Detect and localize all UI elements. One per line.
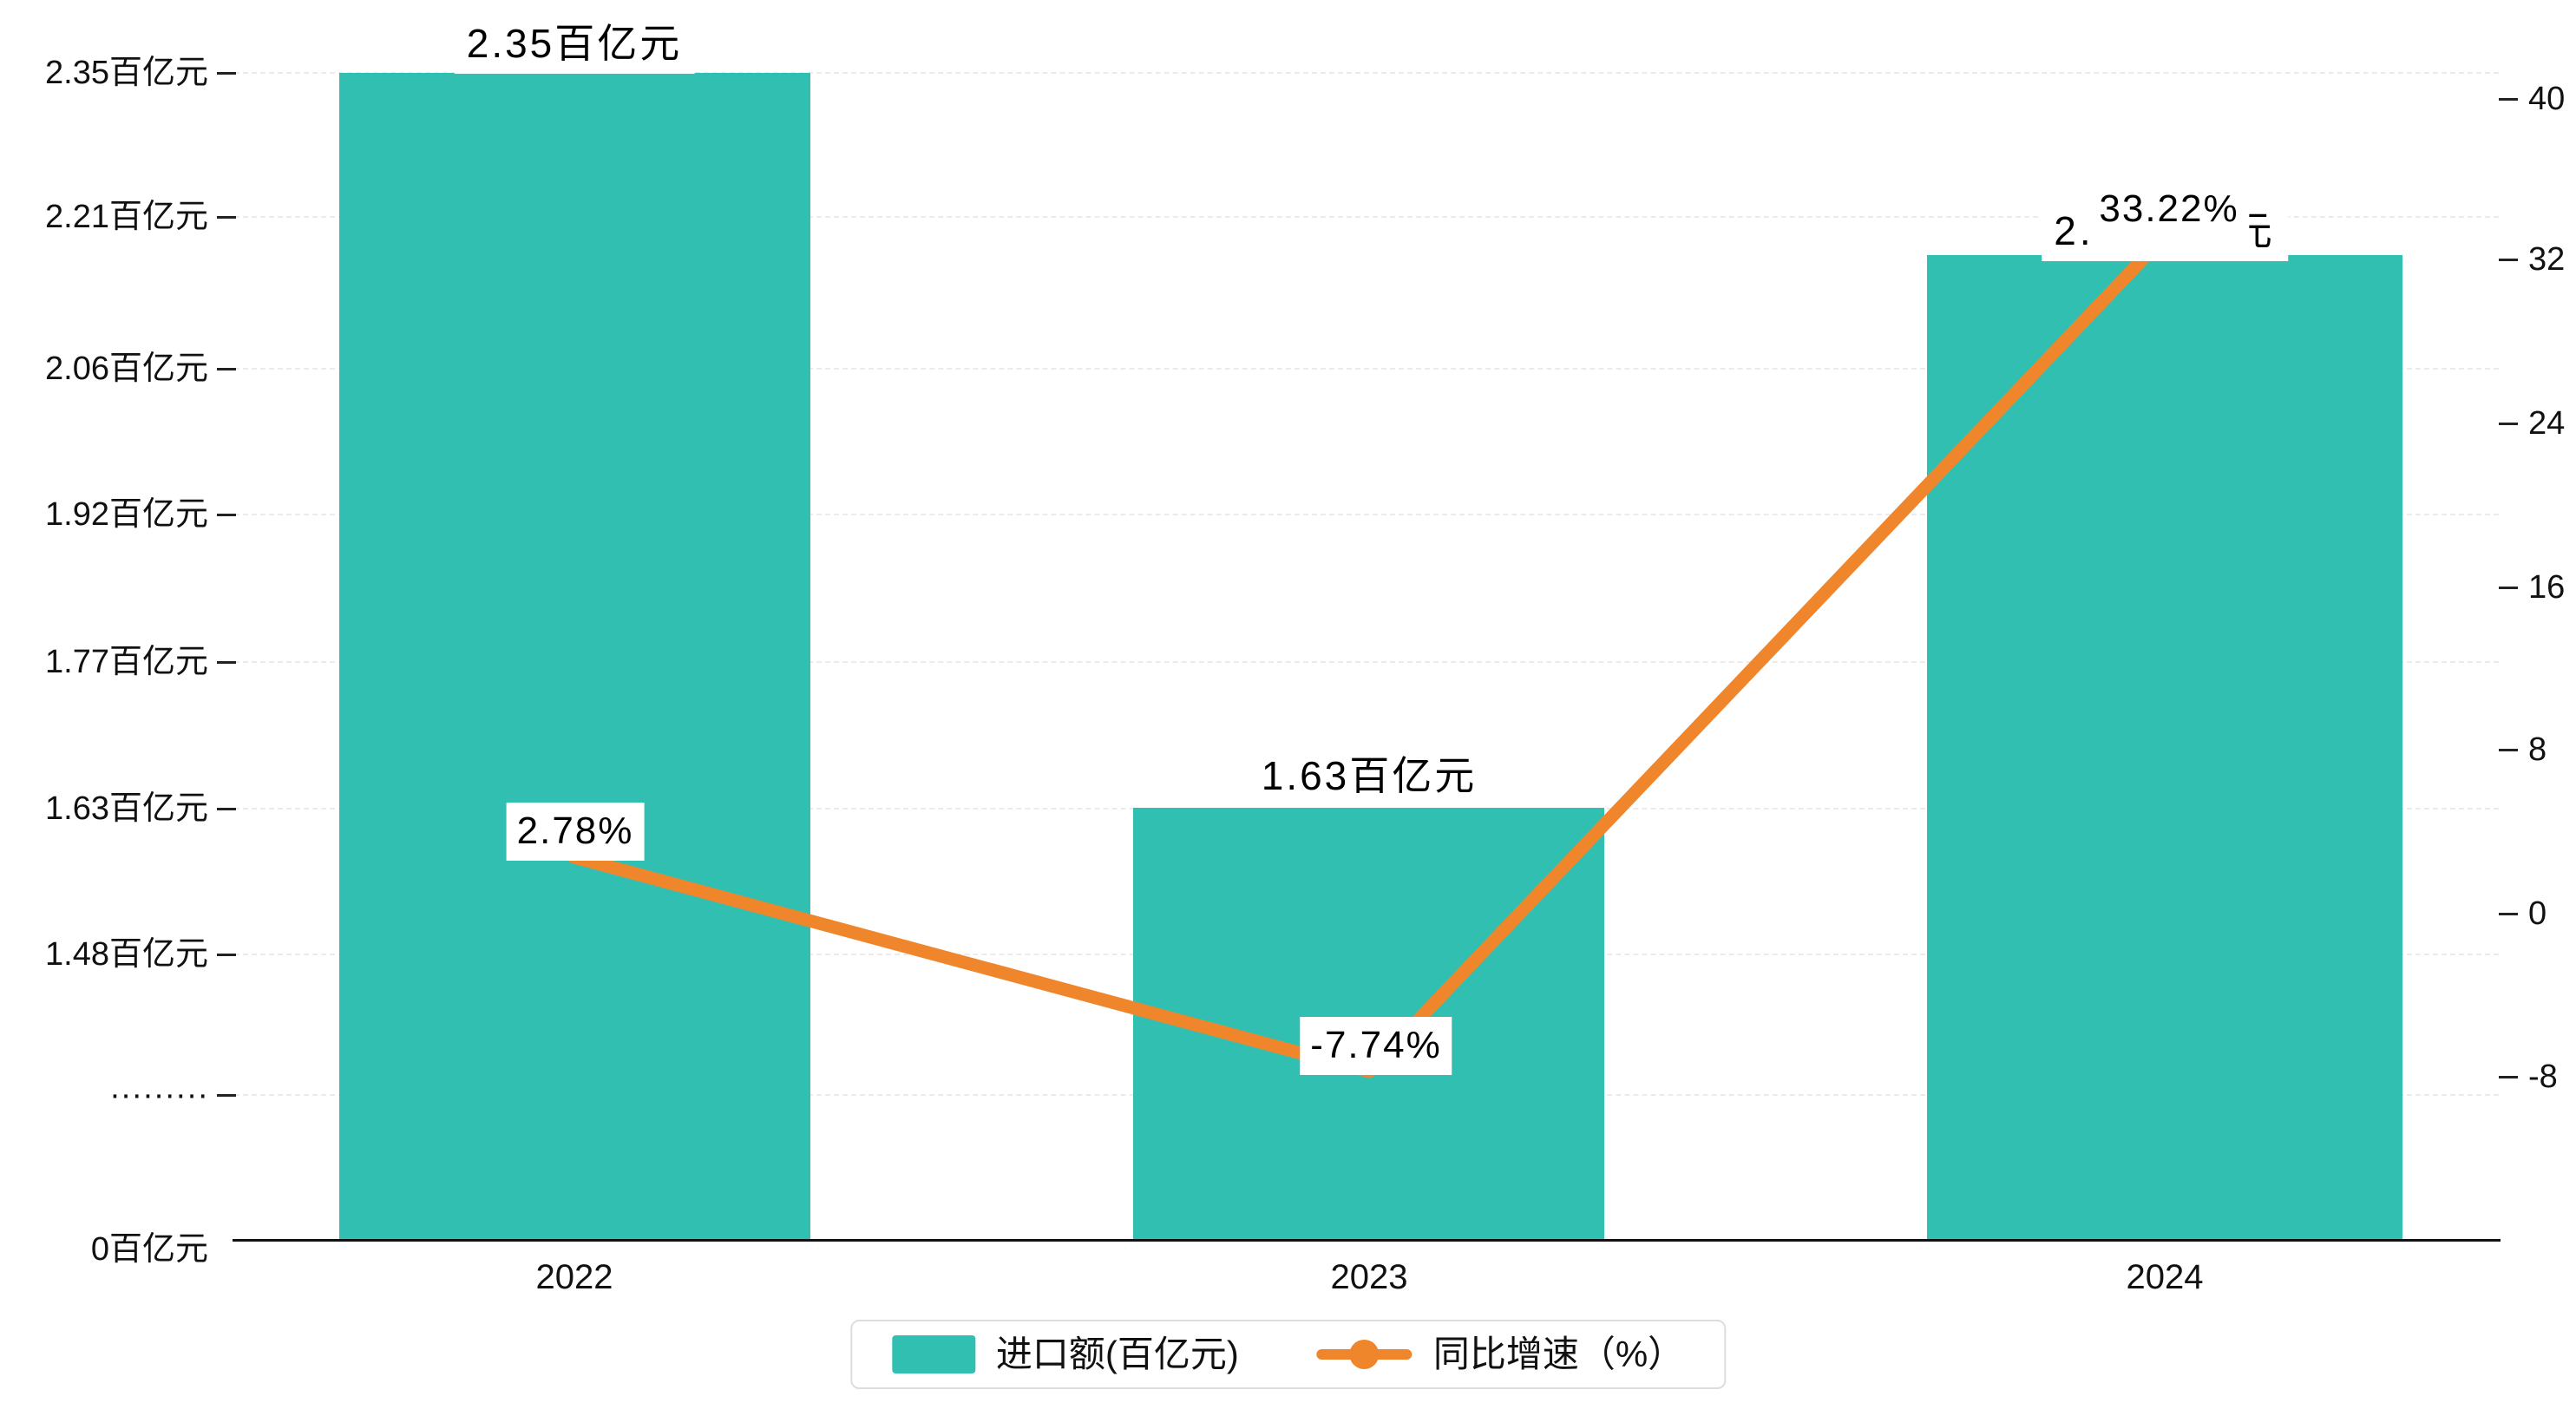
right-axis-tick [2499, 259, 2518, 261]
legend-bar-swatch [891, 1335, 975, 1373]
left-axis-tick-label: 1.92百亿元 [45, 496, 208, 533]
left-axis-tick [217, 954, 236, 956]
legend-line-marker [1316, 1340, 1413, 1369]
right-axis-tick [2499, 423, 2518, 425]
legend-item-import-value: 进口额(百亿元) [891, 1334, 1239, 1374]
right-axis-tick-label: 24 [2528, 405, 2566, 442]
x-axis-label-2022: 2022 [535, 1258, 613, 1296]
x-axis-line [233, 1239, 2501, 1242]
left-axis-tick [217, 514, 236, 516]
legend-label: 同比增速（%） [1432, 1334, 1685, 1374]
x-axis-label-2024: 2024 [2126, 1258, 2204, 1296]
grid-line [234, 216, 2499, 218]
grid-line [234, 514, 2499, 515]
left-axis-tick-label: 1.63百亿元 [45, 790, 208, 827]
value-label-2022: 2.35百亿元 [454, 14, 695, 74]
right-axis-tick-label: 8 [2528, 731, 2547, 768]
right-axis-tick [2499, 749, 2518, 751]
pct-label-2022: 2.78% [506, 803, 645, 861]
legend-item-growth-rate: 同比增速（%） [1316, 1334, 1685, 1374]
left-axis-tick [217, 368, 236, 370]
pct-label-2023: -7.74% [1300, 1017, 1452, 1075]
x-axis-label-2023: 2023 [1330, 1258, 1408, 1296]
left-axis-tick-label: 1.48百亿元 [45, 936, 208, 973]
right-axis-tick-label: 16 [2528, 569, 2566, 606]
bar-2024 [1927, 255, 2402, 1241]
right-axis-tick-label: 40 [2528, 81, 2566, 117]
legend-dot-icon [1349, 1340, 1380, 1369]
left-axis-tick-label: 1.77百亿元 [45, 644, 208, 680]
right-axis-tick [2499, 1076, 2518, 1078]
grid-line [234, 72, 2499, 74]
axis-break-label: ········· [109, 1077, 208, 1113]
legend: 进口额(百亿元) 同比增速（%） [849, 1320, 1727, 1389]
left-axis-tick-label: 2.06百亿元 [45, 351, 208, 387]
value-label-2023: 1.63百亿元 [1249, 746, 1490, 806]
right-axis-tick-label: 32 [2528, 241, 2566, 278]
right-axis-tick [2499, 587, 2518, 589]
right-axis-tick [2499, 913, 2518, 915]
grid-line [234, 661, 2499, 663]
left-axis-tick [217, 72, 236, 75]
left-axis-tick-label: 0百亿元 [90, 1231, 208, 1268]
grid-line [234, 368, 2499, 370]
left-axis-tick [217, 808, 236, 810]
right-axis-tick [2499, 98, 2518, 101]
left-axis-tick [217, 661, 236, 664]
left-axis-tick [217, 1094, 236, 1097]
left-axis-tick-label: 2.21百亿元 [45, 199, 208, 235]
bar-2022 [339, 73, 810, 1241]
right-axis-tick-label: 0 [2528, 895, 2547, 932]
legend-label: 进口额(百亿元) [995, 1334, 1239, 1374]
left-axis-tick [217, 216, 236, 219]
pct-label-2024: 33.22% [2088, 180, 2250, 256]
right-axis-tick-label: -8 [2528, 1059, 2558, 1095]
left-axis-tick-label: 2.35百亿元 [45, 55, 208, 91]
